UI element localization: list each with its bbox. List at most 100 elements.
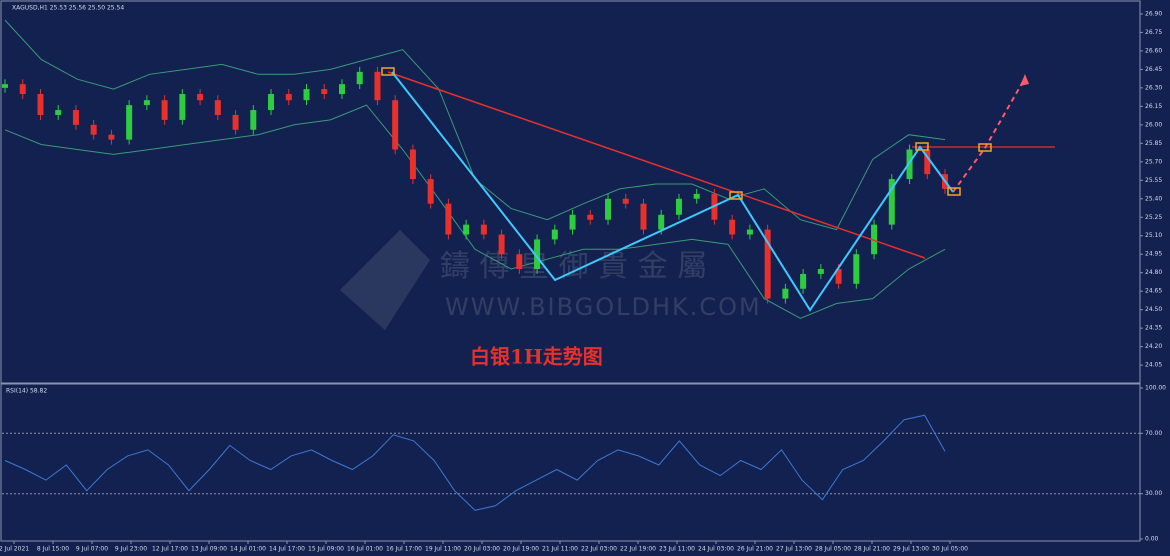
candle-body (835, 269, 842, 284)
price-frame (0, 0, 1141, 384)
rsi-title: RSI(14) 58.82 (6, 388, 47, 395)
pivot-marker (947, 187, 961, 196)
x-tick-label: 28 Jul 21:00 (854, 546, 890, 553)
candle-body (356, 71, 363, 85)
y-tick-label: 25.85 (1145, 140, 1162, 147)
candle-body (197, 94, 204, 101)
y-tick-label: 26.00 (1145, 121, 1162, 128)
rsi-y-tick-label: 30.00 (1145, 490, 1162, 497)
y-tick-label: 24.50 (1145, 306, 1162, 313)
watermark: 鑄 傳 皇 御 貴 金 屬 (440, 249, 707, 284)
candle-body (72, 110, 79, 125)
y-tick-label: 26.45 (1145, 66, 1162, 73)
candle-body (250, 110, 257, 130)
x-tick-label: 28 Jul 05:00 (815, 546, 851, 553)
candle-body (179, 94, 186, 120)
candle-body (374, 71, 381, 101)
y-tick-label: 25.40 (1145, 195, 1162, 202)
x-tick-label: 22 Jul 03:00 (581, 546, 617, 553)
x-tick-label: 16 Jul 01:00 (347, 546, 383, 553)
x-tick-label: 24 Jul 03:00 (698, 546, 734, 553)
bollinger-lower (4, 104, 946, 319)
candle-body (2, 84, 8, 88)
y-tick-label: 26.30 (1145, 84, 1162, 91)
candle-body (37, 94, 44, 115)
drawings (381, 67, 1055, 312)
candle-body (55, 110, 62, 115)
arrow-head (1020, 74, 1029, 86)
candle-body (90, 124, 97, 135)
pivot-marker (978, 143, 992, 152)
rsi-frame (0, 383, 1141, 542)
y-tick-label: 24.35 (1145, 325, 1162, 332)
candle-body (782, 288, 789, 299)
y-tick-label: 24.80 (1145, 269, 1162, 276)
candle-body (622, 198, 629, 204)
rsi-y-tick-label: 70.00 (1145, 430, 1162, 437)
x-tick-label: 8 Jul 15:00 (37, 546, 69, 553)
x-tick-label: 29 Jul 13:00 (893, 546, 929, 553)
candle-body (569, 214, 576, 230)
x-tick-label: 14 Jul 01:00 (230, 546, 266, 553)
x-tick-label: 26 Jul 21:00 (737, 546, 773, 553)
y-tick-label: 25.10 (1145, 232, 1162, 239)
candle-body (800, 273, 807, 289)
x-tick-label: 15 Jul 09:00 (308, 546, 344, 553)
x-tick-label: 23 Jul 11:00 (659, 546, 695, 553)
y-tick-label: 24.05 (1145, 362, 1162, 369)
candle-body (764, 229, 771, 299)
candle-body (232, 114, 239, 130)
candle-body (480, 224, 487, 235)
candle-body (19, 84, 26, 95)
y-tick-label: 26.90 (1145, 10, 1162, 17)
x-tick-label: 13 Jul 09:00 (191, 546, 227, 553)
candle-body (587, 214, 594, 220)
x-tick-label: 19 Jul 11:00 (425, 546, 461, 553)
candle-body (338, 84, 345, 95)
x-tick-label: 12 Jul 17:00 (152, 546, 188, 553)
y-tick-label: 26.60 (1145, 47, 1162, 54)
x-tick-label: 21 Jul 11:00 (542, 546, 578, 553)
annotation: 白银1H走势图 (470, 345, 603, 369)
x-tick-label: 20 Jul 03:00 (464, 546, 500, 553)
candle-body (675, 198, 682, 215)
y-tick-label: 24.95 (1145, 251, 1162, 258)
candle-body (143, 100, 150, 106)
candle-body (817, 269, 824, 274)
candle-body (161, 100, 168, 120)
candle-body (285, 94, 292, 101)
x-tick-label: 14 Jul 17:00 (269, 546, 305, 553)
candle-body (658, 214, 665, 230)
x-tick-label: 2 Jul 2021 (0, 546, 29, 553)
x-tick-label: 9 Jul 23:00 (115, 546, 147, 553)
x-tick-label: 9 Jul 07:00 (76, 546, 108, 553)
y-tick-label: 24.65 (1145, 288, 1162, 295)
candle-body (214, 100, 221, 115)
pivot-marker (915, 142, 929, 151)
candle-body (392, 100, 399, 150)
candle-body (303, 89, 310, 101)
projection-arrow (952, 77, 1026, 193)
y-tick-label: 26.15 (1145, 103, 1162, 110)
rsi-y-tick-label: 100.00 (1145, 385, 1166, 392)
y-tick-label: 25.70 (1145, 158, 1162, 165)
y-tick-label: 25.25 (1145, 214, 1162, 221)
y-tick-label: 24.20 (1145, 343, 1162, 350)
watermark-url: WWW.BIBGOLDHK.COM (445, 293, 762, 321)
rsi-y-tick-label: 0.00 (1145, 536, 1159, 543)
candle-body (534, 239, 541, 270)
zigzag (391, 71, 954, 312)
candle-body (516, 254, 523, 270)
y-tick-label: 26.75 (1145, 29, 1162, 36)
trend-line (387, 71, 926, 259)
y-tick-label: 25.55 (1145, 177, 1162, 184)
chart-title: XAGUSD,H1 25.53 25.56 25.50 25.54 (12, 5, 124, 12)
candle-body (605, 198, 612, 220)
candle-body (924, 149, 931, 175)
x-tick-label: 20 Jul 19:00 (503, 546, 539, 553)
x-tick-label: 27 Jul 13:00 (776, 546, 812, 553)
rsi-line (4, 414, 946, 511)
x-tick-label: 22 Jul 19:00 (620, 546, 656, 553)
candle-body (640, 203, 647, 230)
